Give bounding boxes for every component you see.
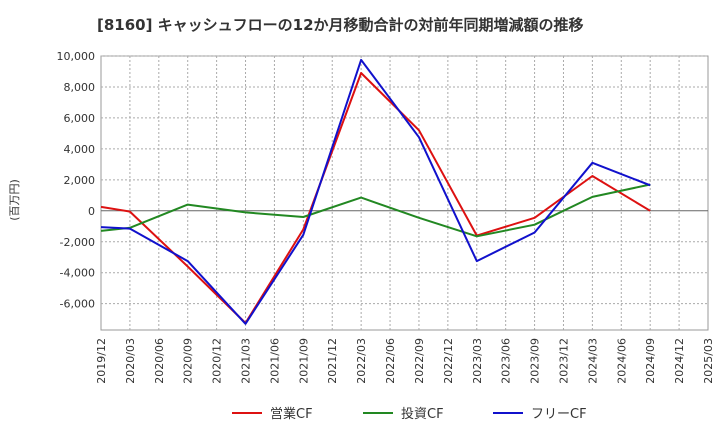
chart-title: [8160] キャッシュフローの12か月移動合計の対前年同期増減額の推移 [97, 16, 584, 34]
y-tick-label: -2,000 [60, 236, 95, 249]
y-tick-label: 2,000 [64, 174, 96, 187]
y-tick-label: 10,000 [57, 50, 96, 63]
y-tick-label: 8,000 [64, 81, 96, 94]
x-tick-label: 2021/03 [240, 338, 253, 384]
x-tick-label: 2024/09 [644, 338, 657, 384]
x-tick-label: 2024/12 [673, 338, 686, 384]
x-tick-label: 2022/03 [355, 338, 368, 384]
x-tick-label: 2022/09 [413, 338, 426, 384]
x-tick-label: 2023/09 [529, 338, 542, 384]
x-tick-label: 2020/12 [211, 338, 224, 384]
legend-label-1: 投資CF [401, 406, 444, 422]
y-tick-label: 6,000 [64, 112, 96, 125]
x-tick-label: 2021/06 [268, 338, 281, 384]
series-line-2 [100, 58, 651, 325]
series-line-1 [100, 183, 651, 238]
x-tick-label: 2020/03 [124, 338, 137, 384]
x-tick-label: 2020/09 [182, 338, 195, 384]
x-tick-label: 2019/12 [95, 338, 108, 384]
legend-label-0: 営業CF [270, 406, 313, 422]
y-tick-label: 0 [88, 205, 95, 218]
x-tick-label: 2022/12 [442, 338, 455, 384]
x-tick-label: 2023/06 [500, 338, 513, 384]
y-axis-label: (百万円) [8, 179, 21, 221]
legend: 営業CF 投資CF フリーCF [232, 406, 587, 422]
y-tick-label: -4,000 [60, 267, 95, 280]
x-tick-label: 2024/06 [615, 338, 628, 384]
legend-label-2: フリーCF [531, 407, 587, 422]
x-tick-label: 2021/09 [297, 338, 310, 384]
series-lines [100, 58, 651, 325]
x-tick-label: 2024/03 [586, 338, 599, 384]
series-line-0 [100, 72, 651, 324]
plot-area [100, 55, 709, 331]
x-tick-label: 2022/06 [384, 338, 397, 384]
y-axis-ticks: 10,000 8,000 6,000 4,000 2,000 0 -2,000 -4,000 -… [57, 50, 96, 311]
x-tick-label: 2021/12 [326, 338, 339, 384]
x-tick-label: 2025/03 [702, 338, 715, 384]
x-tick-label: 2020/06 [153, 338, 166, 384]
y-tick-label: -6,000 [60, 298, 95, 311]
x-tick-label: 2023/03 [471, 338, 484, 384]
x-axis-ticks: 2019/12 2020/03 2020/06 2020/09 2020/12 2021/… [95, 338, 715, 384]
y-tick-label: 4,000 [64, 143, 96, 156]
grid-lines [101, 55, 708, 330]
x-tick-label: 2023/12 [557, 338, 570, 384]
